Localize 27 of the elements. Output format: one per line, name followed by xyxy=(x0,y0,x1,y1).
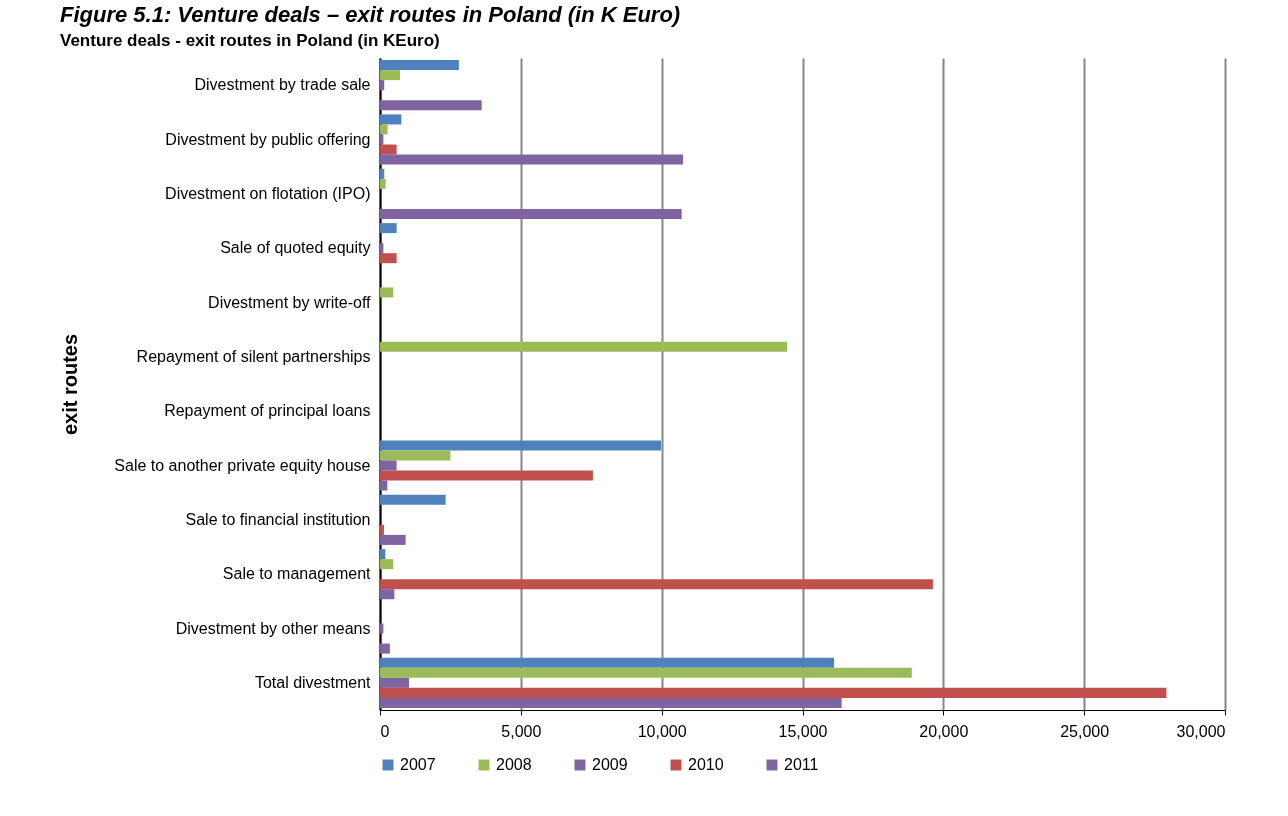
y-tick-label: Sale to financial institution xyxy=(185,510,371,528)
x-tick-label: 20,000 xyxy=(919,722,969,740)
x-tick-label: 5,000 xyxy=(501,722,542,740)
y-tick-label: Total divestment xyxy=(254,673,372,691)
y-tick-label: Divestment by write-off xyxy=(208,293,372,311)
legend-label: 2008 xyxy=(496,756,532,773)
x-tick-label: 30,000 xyxy=(1176,722,1226,740)
y-tick-label: Sale of quoted equity xyxy=(220,239,371,257)
legend-label: 2010 xyxy=(688,756,724,773)
y-tick-label: Divestment by other means xyxy=(175,619,371,637)
chart-title: Figure 5.1: Venture deals – exit routes in Poland (in K Euro) xyxy=(60,2,681,27)
legend-label: 2007 xyxy=(400,756,436,773)
x-tick-label: 10,000 xyxy=(637,722,687,740)
y-tick-label: Repayment of principal loans xyxy=(164,402,371,420)
chart-subtitle: Venture deals - exit routes in Poland (in KEuro) xyxy=(60,31,440,50)
y-tick-label: Sale to management xyxy=(222,565,372,583)
y-axis-title: exit routes xyxy=(58,333,81,436)
y-tick-label: Sale to another private equity house xyxy=(114,456,371,474)
y-tick-label: Divestment on flotation (IPO) xyxy=(165,184,371,202)
x-tick-label: 15,000 xyxy=(778,722,828,740)
x-tick-label: 0 xyxy=(380,722,390,740)
legend-label: 2011 xyxy=(784,756,819,773)
y-tick-label: Divestment by trade sale xyxy=(194,76,371,94)
y-tick-label: Repayment of silent partnerships xyxy=(136,347,371,365)
x-tick-label: 25,000 xyxy=(1060,722,1110,740)
y-tick-label: Divestment by public offering xyxy=(165,130,371,148)
legend-label: 2009 xyxy=(592,756,628,773)
